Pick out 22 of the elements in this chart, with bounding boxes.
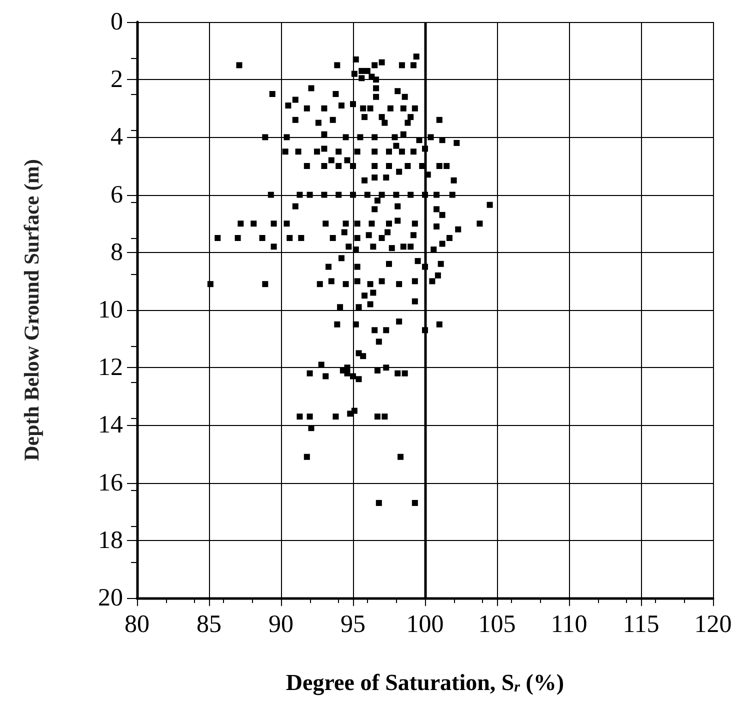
- x-tick-label: 95: [340, 611, 366, 638]
- y-tick-label: 8: [110, 238, 123, 266]
- y-tick-label: 2: [110, 66, 123, 94]
- y-tick-label: 0: [110, 8, 123, 36]
- y-tick-label: 12: [98, 354, 123, 382]
- x-axis-title: Degree of Saturation, Sr (%): [286, 670, 564, 696]
- x-tick-label: 105: [478, 611, 516, 638]
- x-tick-label: 110: [550, 611, 588, 638]
- x-tick-label: 90: [268, 611, 294, 638]
- x-tick-label: 85: [196, 611, 222, 638]
- x-tick-label: 100: [406, 611, 444, 638]
- y-axis-title: Depth Below Ground Surface (m): [20, 159, 44, 461]
- x-tick-label: 115: [622, 611, 660, 638]
- y-tick-label: 10: [98, 296, 123, 324]
- x-tick-label: 120: [694, 611, 732, 638]
- y-tick-label: 6: [110, 181, 123, 208]
- x-tick-label: 80: [124, 611, 150, 638]
- y-tick-label: 4: [110, 124, 124, 151]
- y-tick-label: 14: [98, 412, 124, 439]
- y-tick-label: 18: [98, 526, 123, 554]
- y-tick-label: 20: [98, 584, 123, 612]
- y-tick-label: 16: [98, 469, 123, 496]
